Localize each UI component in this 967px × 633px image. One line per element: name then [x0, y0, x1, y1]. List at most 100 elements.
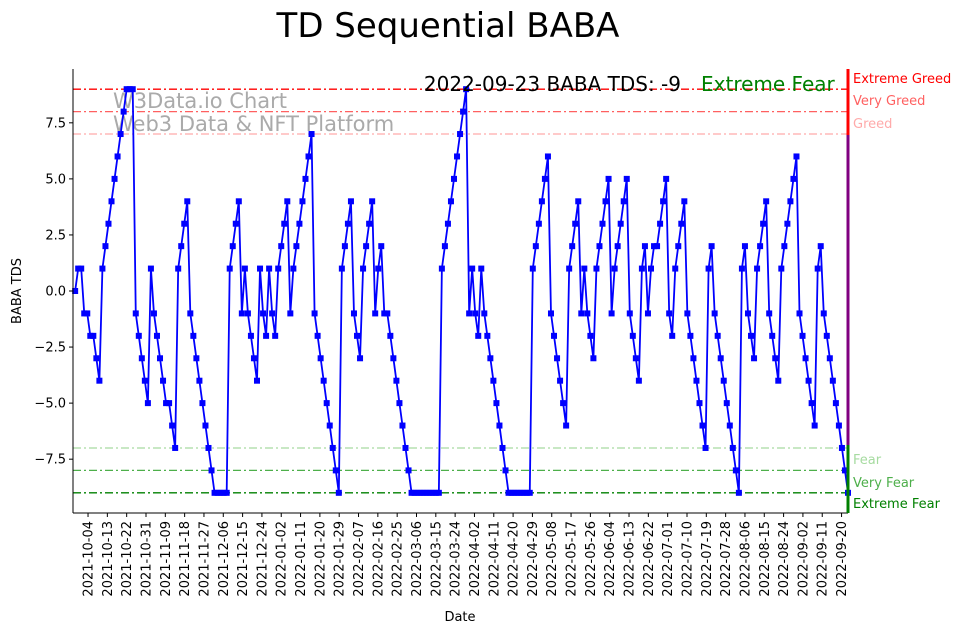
data-point: [478, 265, 485, 272]
data-point: [369, 198, 376, 205]
data-point: [769, 332, 776, 339]
data-point: [754, 265, 761, 272]
data-point: [799, 332, 806, 339]
data-point: [484, 332, 491, 339]
data-point: [641, 243, 648, 250]
data-point: [544, 153, 551, 160]
data-point: [535, 220, 542, 227]
data-point: [375, 265, 382, 272]
x-tick-label: 2022-02-16: [371, 521, 386, 597]
data-point: [826, 355, 833, 362]
x-tick-label: 2022-09-02: [796, 521, 811, 597]
data-point: [529, 265, 536, 272]
data-point: [84, 310, 91, 317]
data-point: [187, 310, 194, 317]
data-point: [693, 377, 700, 384]
data-point: [344, 220, 351, 227]
x-tick-label: 2021-10-22: [120, 521, 135, 597]
data-point: [417, 489, 424, 496]
data-point: [402, 444, 409, 451]
data-point: [711, 310, 718, 317]
data-point: [526, 489, 533, 496]
data-point: [563, 422, 570, 429]
data-point: [651, 243, 658, 250]
data-point: [354, 332, 361, 339]
data-point: [150, 310, 157, 317]
y-tick-label: 7.5: [45, 116, 66, 131]
data-point: [323, 400, 330, 407]
data-point: [444, 220, 451, 227]
x-tick-label: 2022-03-24: [449, 521, 464, 597]
data-point: [102, 243, 109, 250]
data-point: [475, 332, 482, 339]
data-point: [629, 332, 636, 339]
data-point: [378, 243, 385, 250]
data-point: [705, 265, 712, 272]
data-point: [147, 265, 154, 272]
data-point: [132, 310, 139, 317]
data-point: [487, 355, 494, 362]
data-point: [305, 153, 312, 160]
data-point: [408, 489, 415, 496]
data-point: [153, 332, 160, 339]
data-point: [714, 332, 721, 339]
data-point: [205, 444, 212, 451]
data-point: [320, 377, 327, 384]
data-point: [232, 220, 239, 227]
data-point: [654, 243, 661, 250]
data-point: [838, 444, 845, 451]
data-point: [317, 355, 324, 362]
data-point: [329, 444, 336, 451]
data-point: [290, 265, 297, 272]
data-point: [775, 377, 782, 384]
data-point: [141, 377, 148, 384]
data-point: [178, 243, 185, 250]
data-point: [569, 243, 576, 250]
y-tick-label: 2.5: [45, 228, 66, 243]
data-point: [593, 265, 600, 272]
data-point: [741, 243, 748, 250]
data-point: [238, 310, 245, 317]
data-point: [778, 265, 785, 272]
data-point: [129, 86, 136, 93]
data-point: [748, 332, 755, 339]
data-point: [190, 332, 197, 339]
data-point: [735, 489, 742, 496]
data-point: [81, 310, 88, 317]
data-point: [744, 310, 751, 317]
data-point: [802, 355, 809, 362]
data-point: [738, 265, 745, 272]
x-tick-label: 2022-09-11: [816, 521, 831, 597]
data-point: [720, 377, 727, 384]
x-tick-label: 2022-02-25: [391, 521, 406, 597]
data-point: [757, 243, 764, 250]
data-point: [405, 467, 412, 474]
data-point: [217, 489, 224, 496]
data-point: [678, 220, 685, 227]
data-point: [572, 220, 579, 227]
y-tick-label: −7.5: [34, 453, 66, 468]
data-point: [175, 265, 182, 272]
data-point: [790, 175, 797, 182]
data-point: [299, 198, 306, 205]
x-tick-label: 2022-07-10: [680, 521, 695, 597]
data-point: [123, 86, 130, 93]
data-point: [390, 355, 397, 362]
data-point: [523, 489, 530, 496]
data-point: [335, 489, 342, 496]
data-point: [532, 243, 539, 250]
x-tick-label: 2021-11-27: [197, 521, 212, 597]
data-point: [635, 377, 642, 384]
data-point: [278, 243, 285, 250]
data-point: [823, 332, 830, 339]
data-point: [393, 377, 400, 384]
x-tick-label: 2022-08-15: [758, 521, 773, 597]
data-point: [657, 220, 664, 227]
data-point: [460, 108, 467, 115]
data-point: [257, 265, 264, 272]
data-point: [763, 198, 770, 205]
x-tick-label: 2021-12-06: [217, 521, 232, 597]
data-point: [499, 444, 506, 451]
data-point: [547, 310, 554, 317]
data-point: [620, 198, 627, 205]
